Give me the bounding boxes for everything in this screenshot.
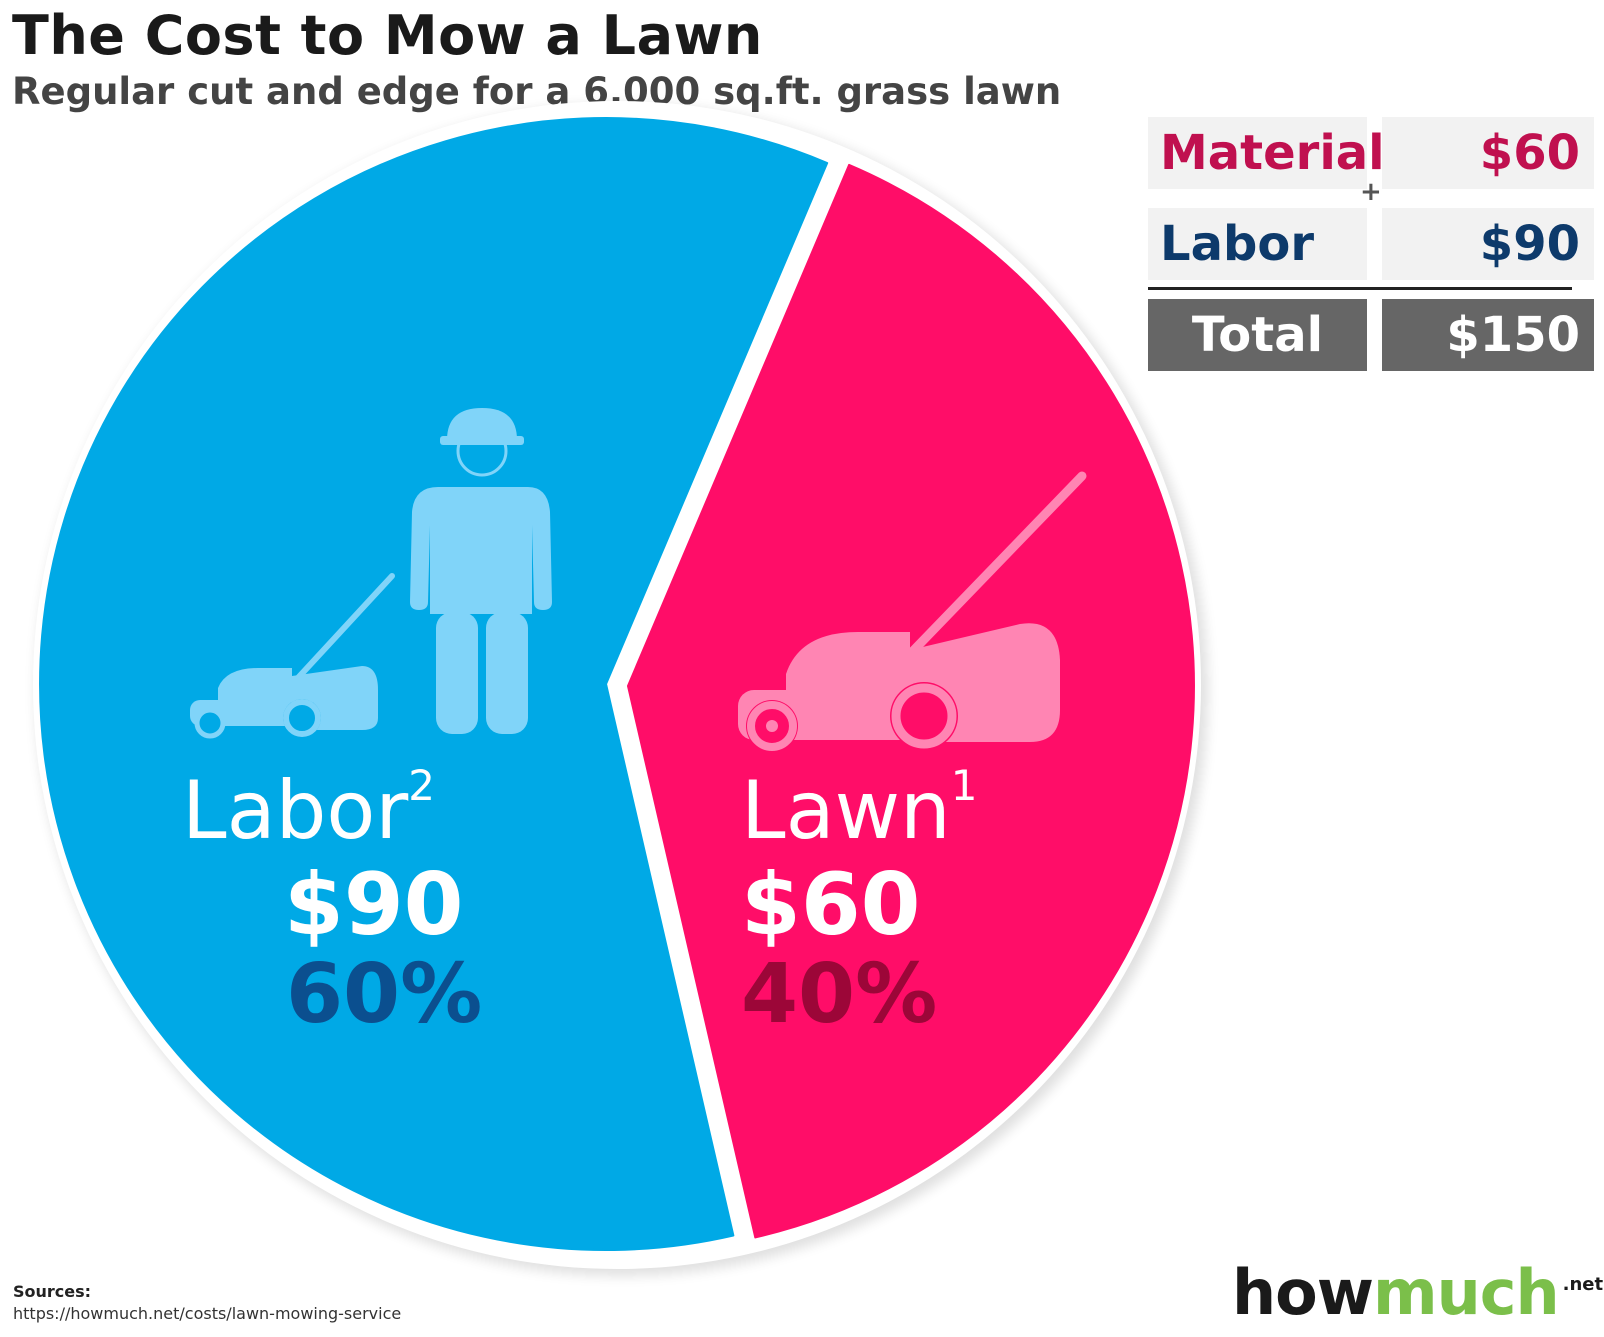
logo-part-how: how (1232, 1256, 1374, 1329)
lawn-slice-percent: 40% (741, 947, 937, 1042)
chart-title: The Cost to Mow a Lawn (12, 4, 763, 67)
pie-slice-labor (39, 117, 829, 1251)
lawn-label-text: Lawn (741, 764, 951, 857)
lawn-label-superscript: 1 (951, 761, 978, 810)
lawn-mower-icon (738, 471, 1087, 752)
labor-slice-value: $90 (284, 855, 464, 955)
labor-label-text: Labor (182, 764, 408, 857)
sources-link[interactable]: https://howmuch.net/costs/lawn-mowing-se… (13, 1304, 402, 1323)
lawn-slice-label: Lawn1 (741, 761, 977, 857)
labor-label-superscript: 2 (408, 761, 435, 810)
labor-slice-label: Labor2 (182, 761, 435, 857)
logo-part-much: much (1373, 1256, 1560, 1329)
howmuch-logo[interactable]: howmuch .net (1232, 1262, 1603, 1324)
sources-label: Sources: (13, 1282, 92, 1301)
lawn-slice-value: $60 (741, 855, 921, 955)
worker-with-mower-icon (190, 408, 552, 739)
logo-suffix: .net (1562, 1274, 1604, 1295)
labor-slice-percent: 60% (286, 947, 482, 1042)
chart-subtitle: Regular cut and edge for a 6,000 sq.ft. … (12, 70, 1062, 113)
